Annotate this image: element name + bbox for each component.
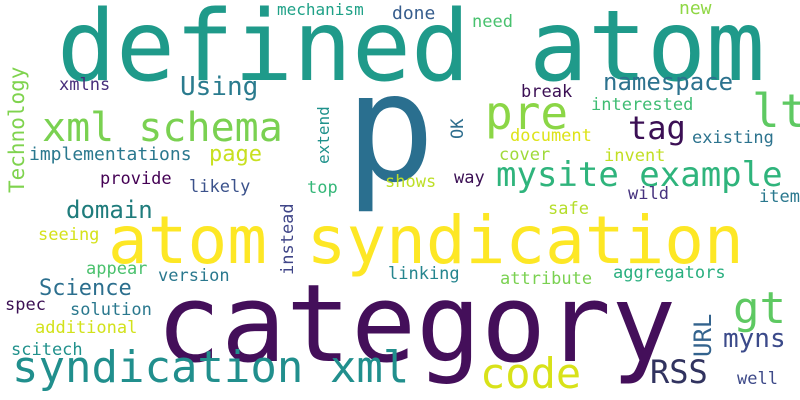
word-code: code	[480, 349, 582, 398]
word-cover: cover	[499, 145, 551, 165]
word-instead: instead	[278, 203, 298, 275]
word-new: new	[679, 0, 712, 19]
word-linking: linking	[388, 264, 460, 284]
word-way: way	[454, 168, 485, 188]
word-URL: URL	[689, 313, 717, 357]
word-interested: interested	[591, 95, 694, 115]
word-need: need	[472, 12, 513, 32]
word-mysite-example: mysite example	[496, 155, 783, 195]
word-Technology: Technology	[5, 66, 29, 193]
word-solution: solution	[70, 300, 152, 320]
word-extend: extend	[314, 106, 333, 164]
word-OK: OK	[448, 118, 468, 139]
word-version: version	[158, 266, 230, 286]
word-Science: Science	[39, 276, 132, 301]
word-implementations: implementations	[29, 144, 192, 165]
word-provide: provide	[100, 169, 172, 189]
word-lt: lt	[752, 84, 800, 138]
word-break: break	[521, 82, 573, 102]
word-scitech: scitech	[11, 340, 83, 360]
word-seeing: seeing	[38, 225, 100, 245]
word-page: page	[209, 142, 262, 167]
word-RSS: RSS	[650, 353, 708, 391]
word-invent: invent	[604, 146, 666, 166]
word-appear: appear	[86, 259, 148, 279]
word-category: category	[156, 262, 677, 387]
word-attribute: attribute	[500, 269, 593, 289]
word-document: document	[510, 126, 592, 146]
word-top: top	[307, 178, 338, 198]
word-xml-schema: xml schema	[42, 105, 283, 151]
word-existing: existing	[692, 128, 774, 148]
word-gt: gt	[733, 283, 786, 334]
word-namespace: namespace	[603, 68, 734, 96]
word-safe: safe	[548, 199, 589, 219]
word-myns: myns	[723, 324, 786, 354]
word-domain: domain	[66, 196, 153, 224]
word-done: done	[392, 3, 436, 24]
word-spec: spec	[5, 295, 46, 315]
word-likely: likely	[189, 177, 251, 197]
word-syndication-xml: syndication xml	[12, 342, 410, 393]
word-wild: wild	[628, 184, 669, 204]
word-p: p	[345, 42, 436, 216]
word-atom-syndication: atom syndication	[108, 202, 744, 279]
word-aggregators: aggregators	[613, 263, 726, 283]
word-additional: additional	[35, 318, 138, 338]
word-well: well	[737, 369, 778, 389]
word-Using: Using	[180, 72, 259, 102]
word-tag: tag	[628, 109, 686, 147]
word-shows: shows	[385, 172, 437, 192]
word-defined-atom: defined atom	[57, 0, 766, 104]
word-items: items	[759, 187, 800, 207]
word-xmlns: xmlns	[59, 75, 111, 95]
word-mechanism: mechanism	[277, 0, 364, 19]
word-pre: pre	[485, 86, 569, 140]
